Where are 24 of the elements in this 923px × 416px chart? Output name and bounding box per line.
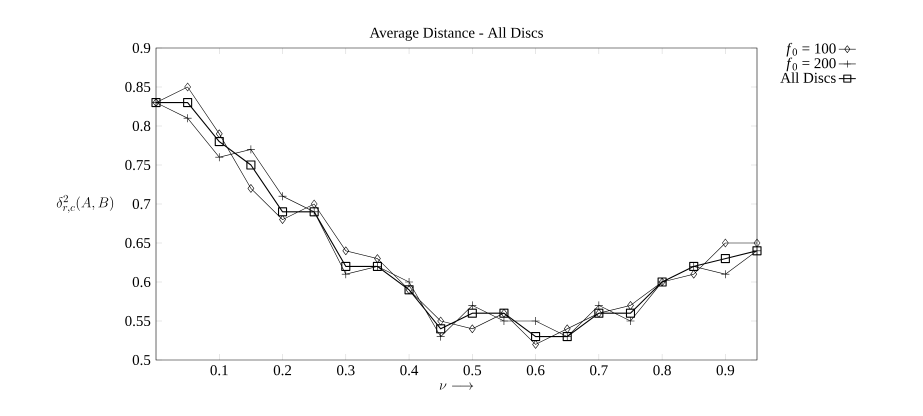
x-tick-label: 0.4 bbox=[400, 365, 418, 376]
y-tick-label: 0.6 bbox=[132, 276, 150, 288]
x-tick-label: 0.1 bbox=[210, 365, 228, 376]
y-tick-label: 0.5 bbox=[132, 354, 150, 366]
x-tick-label: 0.6 bbox=[526, 365, 544, 376]
legend-label: f$_{0}$ = 100 bbox=[786, 42, 836, 57]
y-tick-label: 0.85 bbox=[125, 82, 150, 92]
y-tick-label: 0.75 bbox=[125, 160, 150, 170]
x-tick-label: 0.7 bbox=[590, 365, 608, 376]
chart-title: Average Distance - All Discs bbox=[370, 27, 543, 41]
y-tick-label: 0.65 bbox=[125, 238, 150, 248]
x-tick-label: 0.3 bbox=[337, 365, 355, 376]
y-tick-label: 0.7 bbox=[132, 198, 150, 210]
x-axis-title: $\nu \longrightarrow$ bbox=[440, 382, 474, 390]
x-tick-label: 0.5 bbox=[464, 365, 482, 376]
x-tick-label: 0.9 bbox=[716, 365, 734, 376]
x-tick-label: 0.2 bbox=[274, 365, 292, 376]
y-tick-label: 0.8 bbox=[132, 120, 150, 132]
y-axis-title: $\delta^{2}_{r,c}(A,B)$ bbox=[56, 194, 114, 213]
legend-label: f$_{0}$ = 200 bbox=[786, 58, 836, 72]
y-tick-label: 0.9 bbox=[132, 42, 150, 54]
y-tick-label: 0.55 bbox=[125, 316, 150, 326]
legend-label: All Discs bbox=[780, 72, 836, 83]
x-tick-label: 0.8 bbox=[653, 365, 671, 376]
